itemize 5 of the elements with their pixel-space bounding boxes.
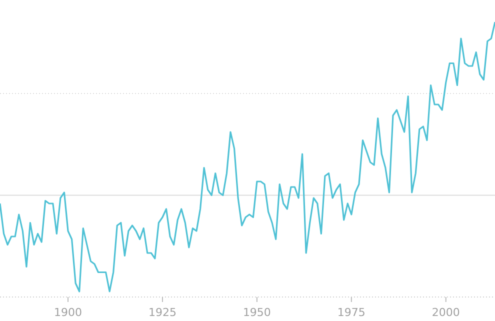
x-tick-label: 2000 [432, 306, 460, 319]
x-tick-label: 1925 [148, 306, 176, 319]
x-tick-label: 1975 [337, 306, 366, 319]
x-tick-label: 1950 [242, 306, 271, 319]
x-tick-label: 1900 [54, 306, 82, 319]
